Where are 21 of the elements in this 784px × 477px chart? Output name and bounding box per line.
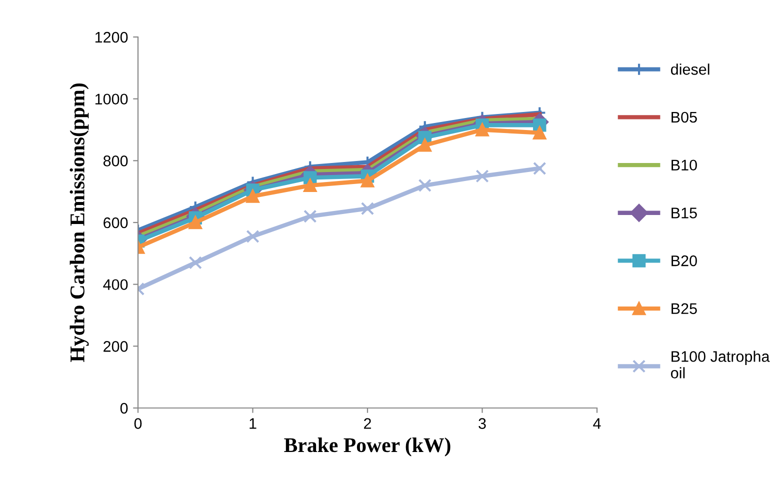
legend-label: diesel bbox=[670, 64, 710, 75]
y-tick-label: 600 bbox=[104, 217, 128, 228]
x-tick-label: 2 bbox=[364, 418, 371, 429]
y-tick-label: 400 bbox=[103, 279, 128, 290]
legend-label: B25 bbox=[672, 303, 697, 314]
y-tick-label: 1200 bbox=[95, 32, 128, 43]
legend-label: B20 bbox=[672, 255, 697, 266]
y-axis-title: Hydro Carbon Emissions(ppm) bbox=[70, 84, 89, 362]
y-tick-label: 200 bbox=[104, 341, 128, 352]
y-tick-label: 0 bbox=[120, 402, 128, 414]
legend-label: B15 bbox=[672, 208, 697, 218]
y-tick-label: 1000 bbox=[95, 94, 128, 105]
x-tick-label: 4 bbox=[593, 418, 601, 429]
legend-label: B100 Jatropha oil bbox=[670, 350, 770, 378]
y-tick-label: 800 bbox=[103, 156, 128, 166]
x-axis-title: Brake Power (kW) bbox=[284, 438, 450, 456]
legend-label: B10 bbox=[672, 160, 697, 171]
x-tick-label: 3 bbox=[478, 418, 486, 429]
x-tick-label: 1 bbox=[250, 418, 256, 429]
x-tick-label: 0 bbox=[134, 418, 142, 429]
legend-label: B05 bbox=[672, 112, 697, 123]
